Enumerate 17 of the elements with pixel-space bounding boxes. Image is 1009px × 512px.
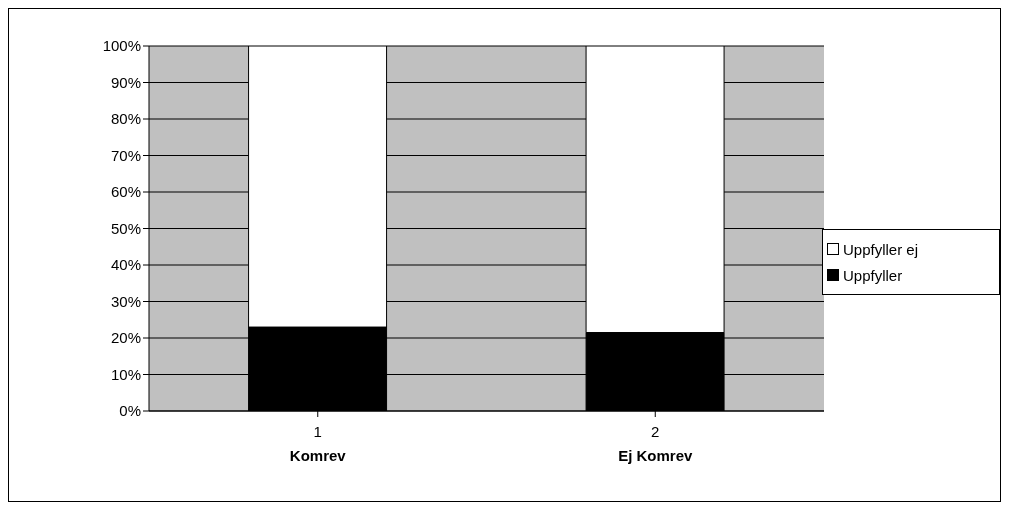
y-tick-label: 90% [110,73,141,91]
y-tick-label: 70% [110,146,141,164]
y-tick-label: 0% [119,402,141,420]
legend-label: Uppfyller [843,266,903,284]
text: Ej Komrev [618,447,693,464]
y-tick-label: 80% [110,110,141,128]
y-tick-label: 50% [110,219,141,237]
legend-label: Uppfyller ej [843,240,919,258]
text: Komrev [289,447,347,464]
y-tick-label: 100% [102,37,141,55]
y-tick-label: 30% [110,292,141,310]
x-tick-label: 2 [651,423,660,440]
x-tick-label: 1 [313,423,322,440]
y-tick-label: 60% [110,183,141,201]
y-tick-label: 10% [110,365,141,383]
y-tick-label: 20% [110,329,141,347]
y-tick-label: 40% [110,256,141,274]
